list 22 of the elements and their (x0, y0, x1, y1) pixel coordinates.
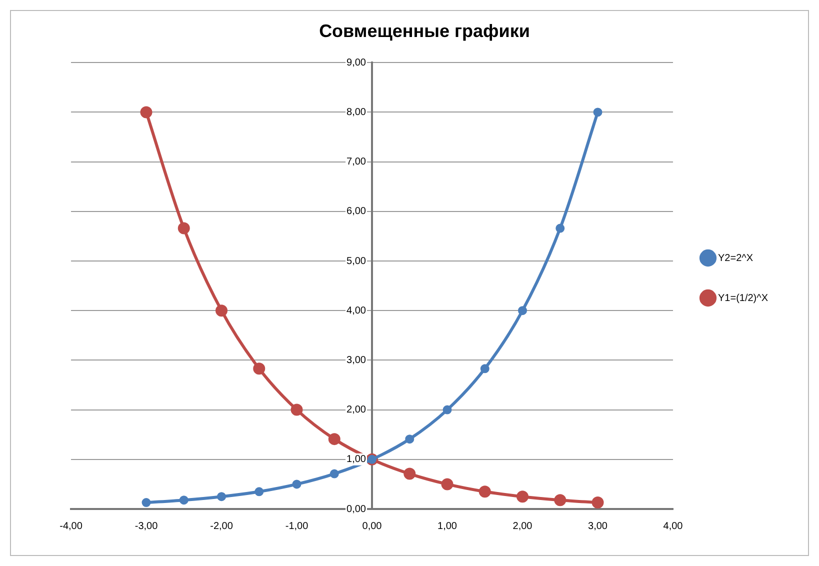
x-tick-label: -4,00 (60, 520, 83, 532)
x-tick-label: 2,00 (512, 520, 533, 532)
x-tick-label: -3,00 (134, 520, 158, 532)
y-tick-label: 9,00 (346, 57, 366, 68)
y-tick-label: 0,00 (346, 504, 366, 515)
x-tick-label: 1,00 (438, 520, 458, 532)
y-tick-label: 2,00 (346, 404, 366, 416)
y-tick-label: 6,00 (346, 206, 366, 218)
x-tick-label: -2,00 (210, 520, 234, 532)
y-tick-label: 4,00 (346, 305, 366, 316)
x-tick-label: -1,00 (285, 520, 309, 532)
chart-title: Совмещенные графики (319, 20, 530, 41)
legend-label: Y2=2^X (718, 252, 754, 264)
y-tick-label: 1,00 (346, 454, 366, 466)
legend-label: Y1=(1/2)^X (718, 292, 768, 304)
x-tick-label: 0,00 (362, 520, 382, 532)
y-tick-label: 5,00 (346, 256, 366, 267)
x-tick-label: 4,00 (663, 520, 684, 532)
y-tick-label: 7,00 (346, 156, 366, 168)
y-tick-label: 3,00 (346, 354, 366, 366)
x-tick-label: 3,00 (588, 520, 608, 532)
y-tick-label: 8,00 (346, 106, 366, 118)
